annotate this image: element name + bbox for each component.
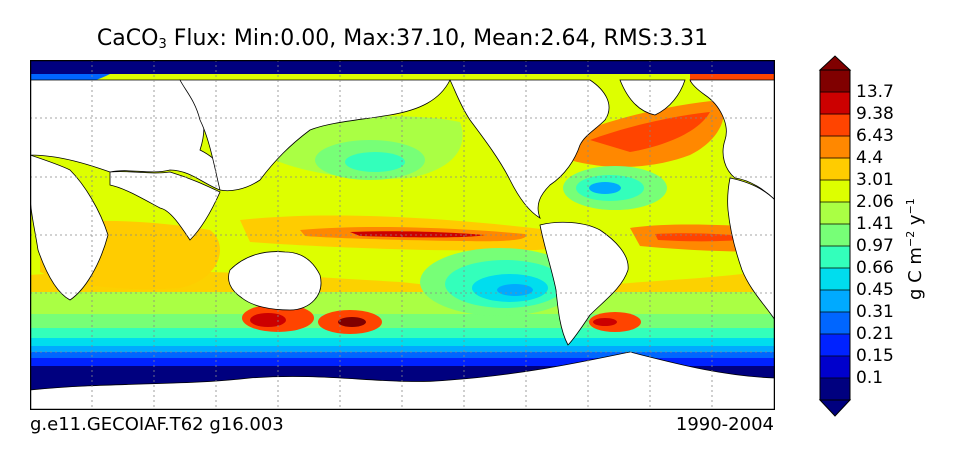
colorbar-segment	[820, 224, 850, 247]
colorbar-segment	[820, 202, 850, 225]
southern-band-5	[30, 346, 775, 352]
colorbar-segment	[820, 356, 850, 379]
south-pacific-gyre-4	[497, 284, 533, 296]
title-subscript: 3	[158, 37, 167, 52]
colorbar-segment	[820, 136, 850, 159]
colorbar-tick-label: 0.66	[856, 257, 894, 278]
colorbar-tick-label: 0.1	[856, 367, 884, 388]
south-australia-core	[250, 313, 286, 327]
colorbar-segment	[820, 70, 850, 93]
run-name: g.e11.GECOIAF.T62 g16.003	[30, 414, 284, 435]
grid-lines	[30, 60, 775, 410]
colorbar-segment	[820, 114, 850, 137]
date-range: 1990-2004	[675, 414, 774, 435]
colorbar-frame	[819, 69, 851, 401]
colorbar-tick-label: 9.38	[856, 103, 894, 124]
colorbar-tick-label: 2.06	[856, 191, 894, 212]
east-asia	[179, 79, 451, 192]
north-america	[449, 79, 610, 219]
colorbar-segment	[820, 290, 850, 313]
colorbar-segment	[820, 334, 850, 357]
patagonia-core	[593, 318, 617, 326]
colorbar-tick-label: 0.21	[856, 323, 894, 344]
colorbar-tick-label: 13.7	[856, 81, 894, 102]
colorbar-segment	[820, 378, 850, 401]
north-atlantic-gyre-3	[589, 182, 621, 194]
map-frame	[30, 60, 775, 410]
title-prefix: CaCO	[96, 26, 159, 51]
north-pacific-gyre-inner	[345, 152, 405, 172]
colorbar-segment	[820, 180, 850, 203]
colorbar-segments	[820, 70, 850, 401]
southern-band-7	[30, 358, 775, 366]
colorbar-tick-label: 0.45	[856, 279, 894, 300]
colorbar-tick-label: 0.97	[856, 235, 894, 256]
colorbar-tick-label: 1.41	[856, 213, 894, 234]
colorbar-tick-label: 6.43	[856, 125, 894, 146]
colorbar-segment	[820, 246, 850, 269]
southern-band-2	[30, 314, 775, 328]
chart-title: CaCO3 Flux: Min:0.00, Max:37.10, Mean:2.…	[30, 26, 775, 52]
south-america	[539, 221, 629, 346]
southern-band-1	[30, 292, 775, 314]
southern-band-4	[30, 338, 775, 346]
colorbar-tick-label: 3.01	[856, 169, 894, 190]
africa	[30, 154, 109, 301]
southern-band-6	[30, 352, 775, 358]
colorbar-segment	[820, 92, 850, 115]
australia	[228, 251, 322, 311]
africa-east	[727, 177, 775, 321]
equatorial-pacific-max	[350, 231, 485, 238]
europe-east	[689, 79, 775, 201]
ocean-flux-map	[30, 60, 775, 410]
colorbar-tick-label: 0.31	[856, 301, 894, 322]
colorbar-segment	[820, 312, 850, 335]
title-stats: Flux: Min:0.00, Max:37.10, Mean:2.64, RM…	[173, 26, 709, 51]
new-zealand-core	[338, 317, 366, 327]
colorbar-extend-bottom	[818, 399, 852, 417]
southern-band-3	[30, 328, 775, 338]
colorbar-units: g C m−2 y−1	[904, 198, 926, 300]
colorbar-tick-label: 0.15	[856, 345, 894, 366]
arabia-india	[109, 171, 221, 241]
colorbar	[818, 55, 852, 417]
colorbar-segment	[820, 158, 850, 181]
colorbar-segment	[820, 268, 850, 291]
colorbar-extend-top	[818, 55, 852, 71]
arctic-ice	[30, 60, 775, 74]
greenland	[619, 79, 686, 116]
colorbar-tick-label: 4.4	[856, 147, 884, 168]
